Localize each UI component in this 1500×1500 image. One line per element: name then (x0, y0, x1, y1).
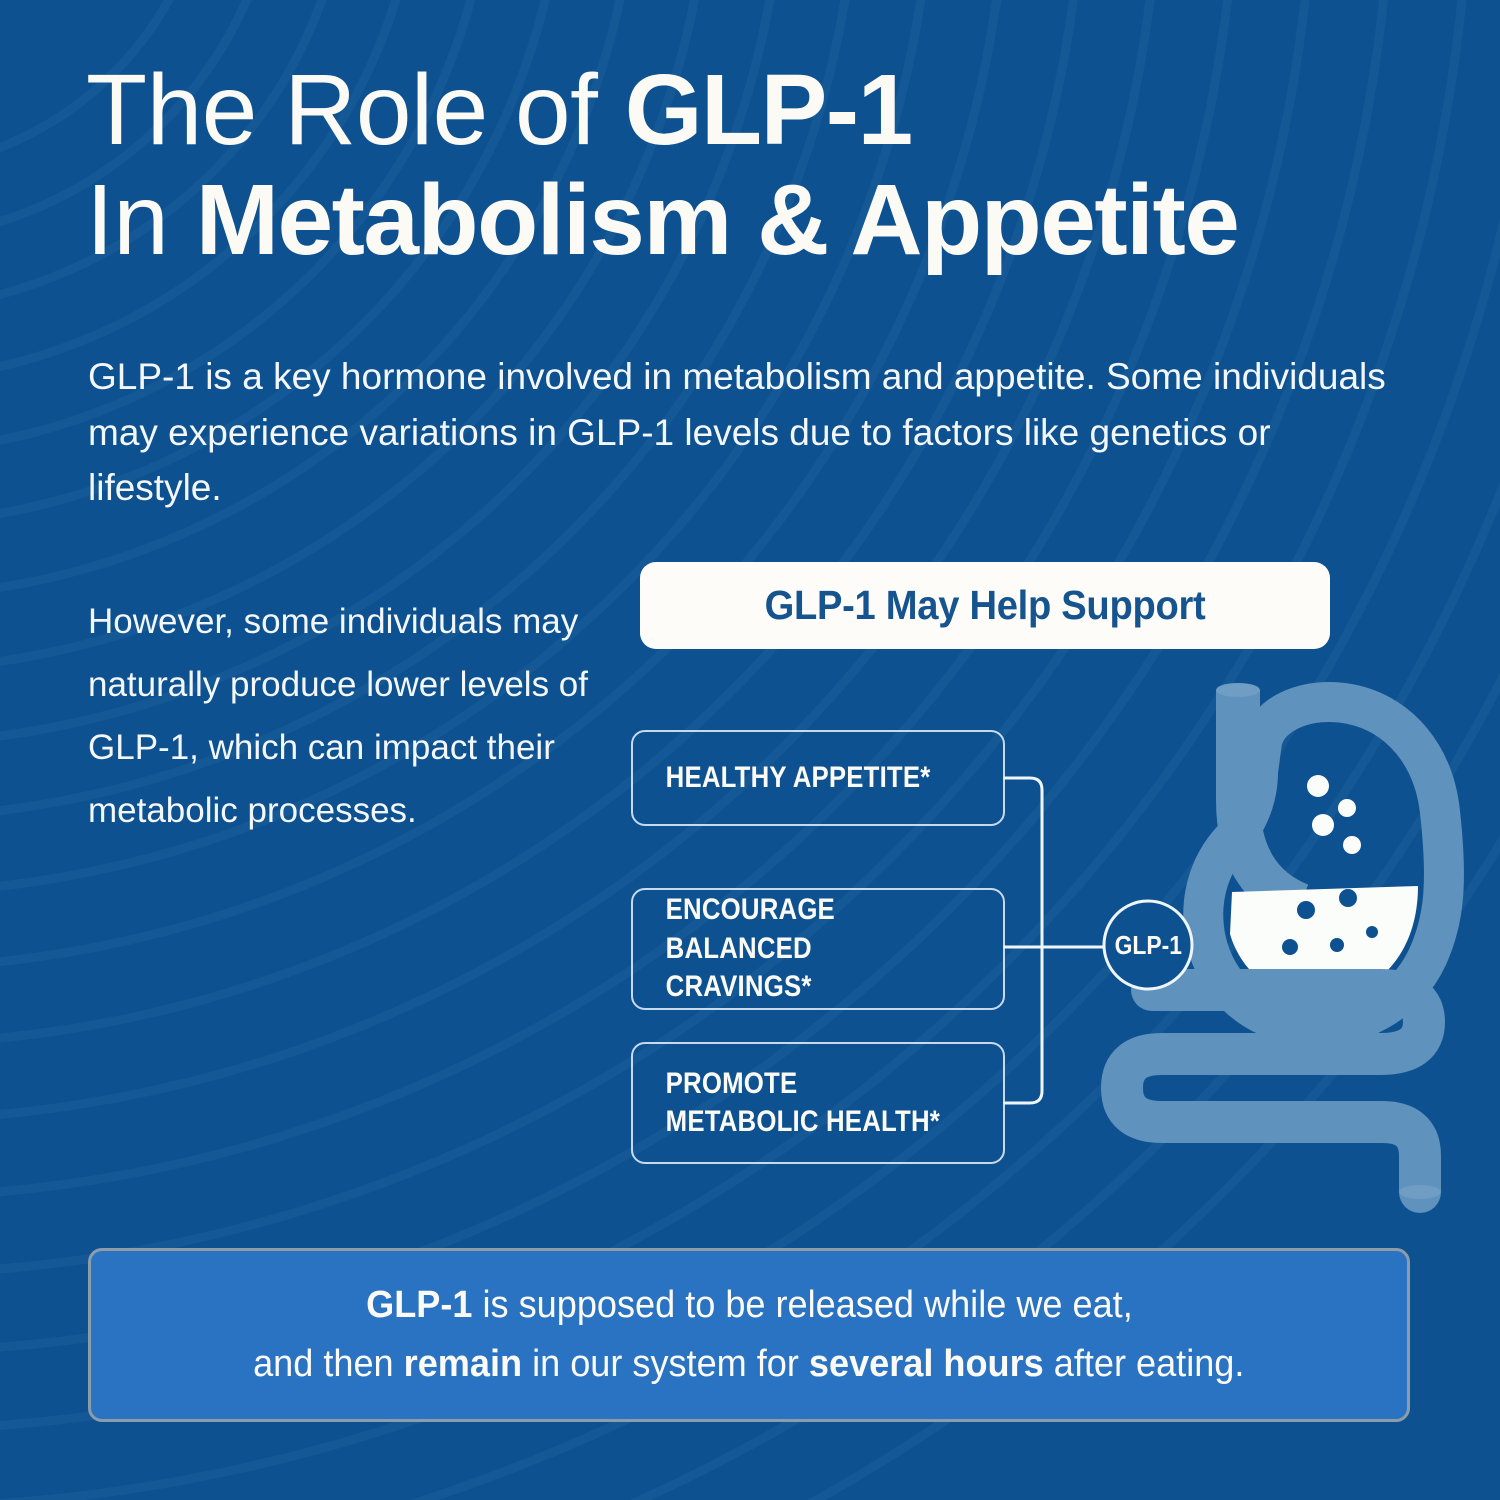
banner-line2-a: and then (253, 1343, 404, 1385)
support-pill-header: GLP-1 May Help Support (640, 562, 1330, 649)
page-title: The Role of GLP-1 In Metabolism & Appeti… (86, 58, 1426, 272)
left-column-paragraph: However, some individuals may naturally … (88, 602, 588, 830)
food-particle (1366, 926, 1378, 938)
banner-line1-rest: is supposed to be released while we eat, (472, 1284, 1133, 1327)
bubble (1338, 799, 1356, 817)
support-box-label: ENCOURAGE BALANCED CRAVINGS* (665, 893, 835, 1004)
connector-lines (1003, 776, 1108, 1105)
support-box-label: PROMOTE METABOLIC HEALTH* (665, 1066, 940, 1138)
stomach-and-intestine-illustration (1101, 681, 1464, 1213)
bubble (1343, 836, 1361, 854)
connector-box3 (1003, 933, 1044, 1105)
esophagus-opening (1216, 683, 1260, 697)
banner-line2-several-hours: several hours (809, 1343, 1044, 1385)
banner-line-1: GLP-1 is supposed to be released while w… (366, 1276, 1133, 1335)
food-particle (1282, 939, 1298, 955)
intestine-opening (1399, 1185, 1441, 1199)
banner-line-2: and then remain in our system for severa… (253, 1335, 1244, 1394)
glp1-hub-label: GLP-1 (1114, 929, 1182, 960)
intro-paragraph: GLP-1 is a key hormone involved in metab… (88, 356, 1386, 508)
bubble (1307, 775, 1329, 797)
food-particle (1297, 901, 1315, 919)
title-line2-bold: Metabolism & Appetite (195, 164, 1240, 276)
support-pill-label: GLP-1 May Help Support (764, 582, 1206, 628)
food-particle (1330, 938, 1344, 952)
title-line-1: The Role of GLP-1 (86, 58, 1426, 162)
title-line-2: In Metabolism & Appetite (86, 168, 1426, 272)
bottom-banner: GLP-1 is supposed to be released while w… (88, 1248, 1410, 1422)
title-line2-thin: In (86, 164, 196, 276)
support-box-label: HEALTHY APPETITE* (665, 760, 931, 794)
title-line1-thin: The Role of (86, 54, 625, 166)
bubble (1312, 814, 1334, 836)
support-box-encourage-balanced-cravings[interactable]: ENCOURAGE BALANCED CRAVINGS* (631, 888, 1005, 1010)
support-box-healthy-appetite[interactable]: HEALTHY APPETITE* (631, 730, 1005, 826)
connector-box1 (1003, 776, 1044, 937)
banner-line2-c: in our system for (522, 1343, 810, 1385)
banner-line2-remain: remain (403, 1343, 523, 1385)
intestine-path (1101, 969, 1445, 1213)
glp1-hub-label-wrap: GLP-1 (1104, 926, 1192, 964)
support-box-promote-metabolic-health[interactable]: PROMOTE METABOLIC HEALTH* (631, 1042, 1005, 1164)
banner-line1-bold: GLP-1 (365, 1284, 473, 1327)
food-particle (1339, 889, 1357, 907)
glp1-hub-circle (1102, 899, 1194, 991)
title-line1-bold: GLP-1 (624, 54, 913, 166)
banner-line2-d: after eating. (1043, 1343, 1245, 1385)
